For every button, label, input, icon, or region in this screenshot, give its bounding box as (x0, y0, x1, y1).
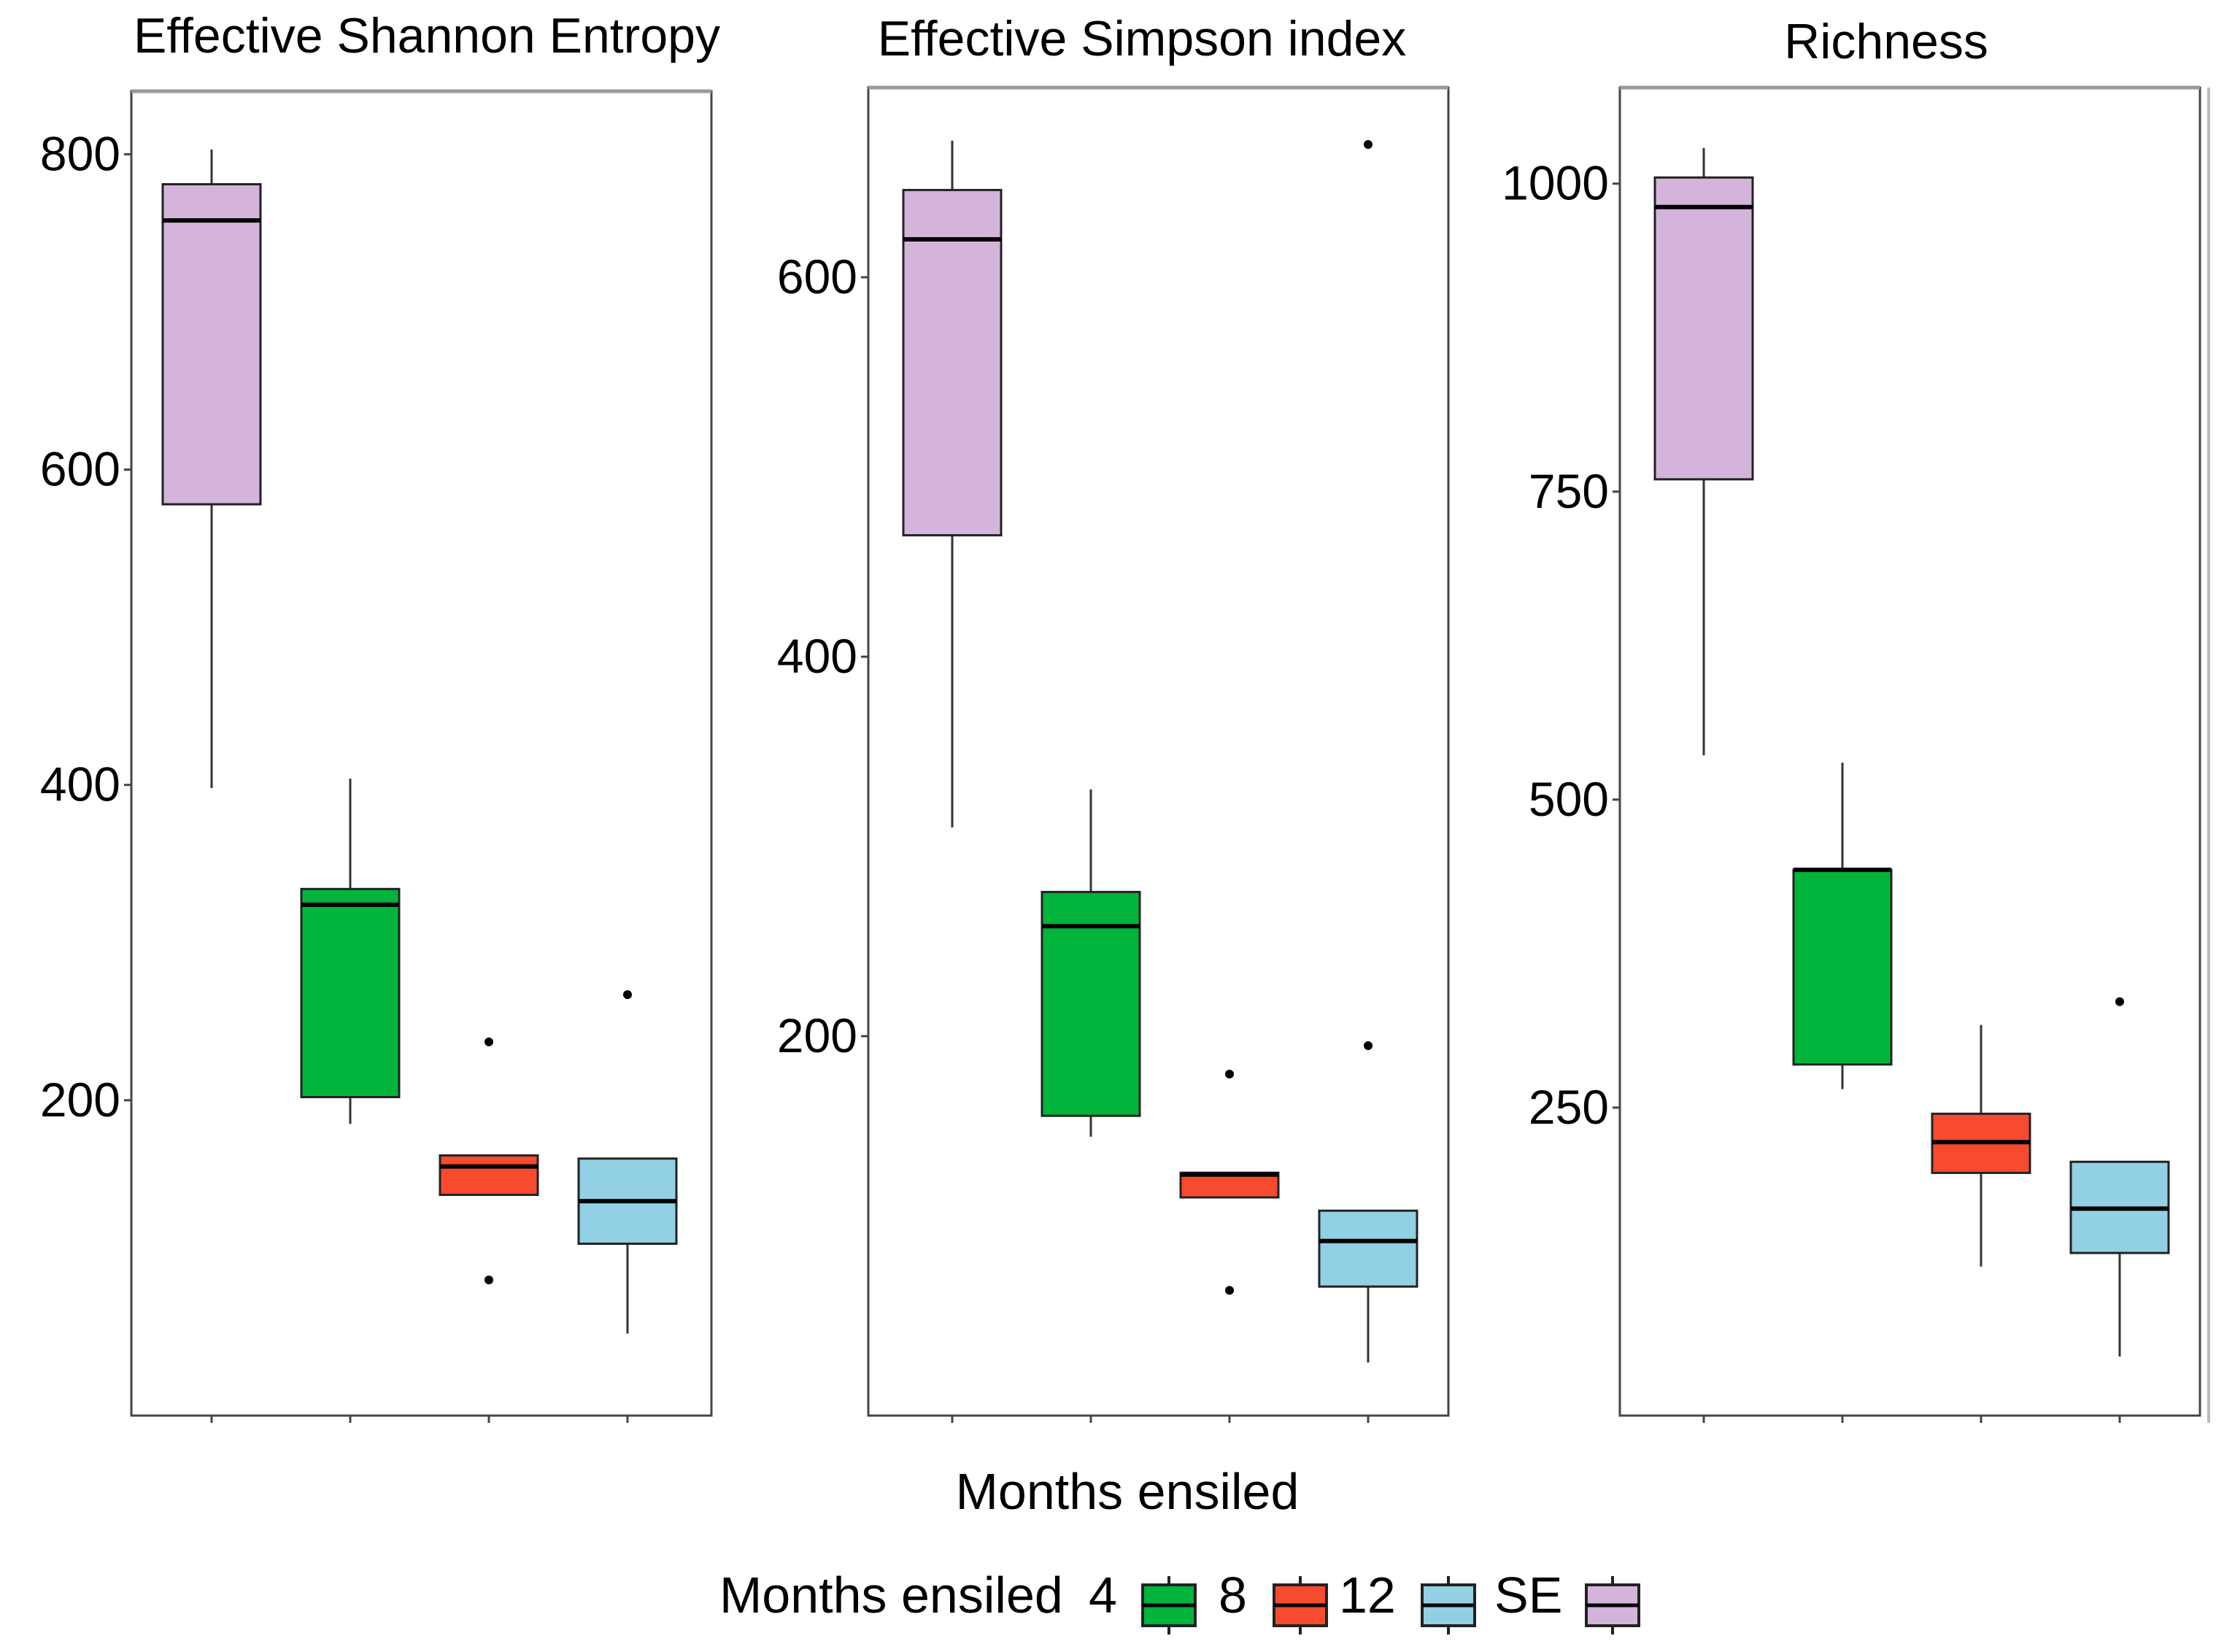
y-tick-label: 200 (777, 1008, 857, 1062)
outlier-point (1364, 140, 1373, 149)
panel-simpson: Effective Simpson index 200 400 600 (777, 11, 1450, 1423)
legend-label-4: 4 (1089, 1567, 1117, 1624)
box-SE (902, 188, 1003, 537)
box-SE (1653, 176, 1754, 481)
y-tick-label: 600 (40, 442, 120, 496)
outlier-point (2115, 997, 2124, 1006)
y-tick-label: 750 (1529, 464, 1609, 518)
box-4 (300, 887, 401, 1099)
y-tick-label: 250 (1529, 1080, 1609, 1134)
y-tick-label: 600 (777, 250, 857, 304)
y-tick-label: 1000 (1502, 156, 1609, 210)
legend-title: Months ensiled (719, 1567, 1063, 1624)
outlier-point (1225, 1070, 1234, 1078)
outlier-point (484, 1275, 493, 1285)
outlier-point (1225, 1286, 1234, 1295)
legend-label-8: 8 (1219, 1567, 1247, 1624)
panel-title: Effective Shannon Entropy (134, 8, 720, 63)
box-8 (1179, 1171, 1280, 1199)
box-4 (1792, 868, 1893, 1066)
panel-shannon: Effective Shannon Entropy 200 400 600 800 (40, 8, 720, 1423)
y-tick-label: 200 (40, 1073, 120, 1127)
outlier-point (484, 1037, 493, 1046)
panel-title: Richness (1784, 14, 1988, 69)
y-tick-label: 800 (40, 126, 120, 180)
box-4 (1041, 890, 1141, 1117)
legend: Months ensiled 4 8 12 SE (719, 1567, 1640, 1634)
y-tick-label: 400 (777, 629, 857, 683)
legend-label-12: 12 (1339, 1567, 1396, 1624)
box-SE (161, 182, 262, 506)
y-tick-label: 500 (1529, 772, 1609, 826)
outlier-point (1364, 1041, 1373, 1050)
panel-title: Effective Simpson index (878, 11, 1406, 66)
box-12 (1318, 1209, 1418, 1288)
outlier-point (623, 990, 632, 1000)
box-8 (439, 1154, 539, 1197)
panel-richness: Richness 250 500 750 1000 (1502, 14, 2201, 1423)
x-axis-label: Months ensiled (956, 1463, 1300, 1520)
y-tick-label: 400 (40, 757, 120, 811)
legend-label-SE: SE (1494, 1567, 1562, 1624)
